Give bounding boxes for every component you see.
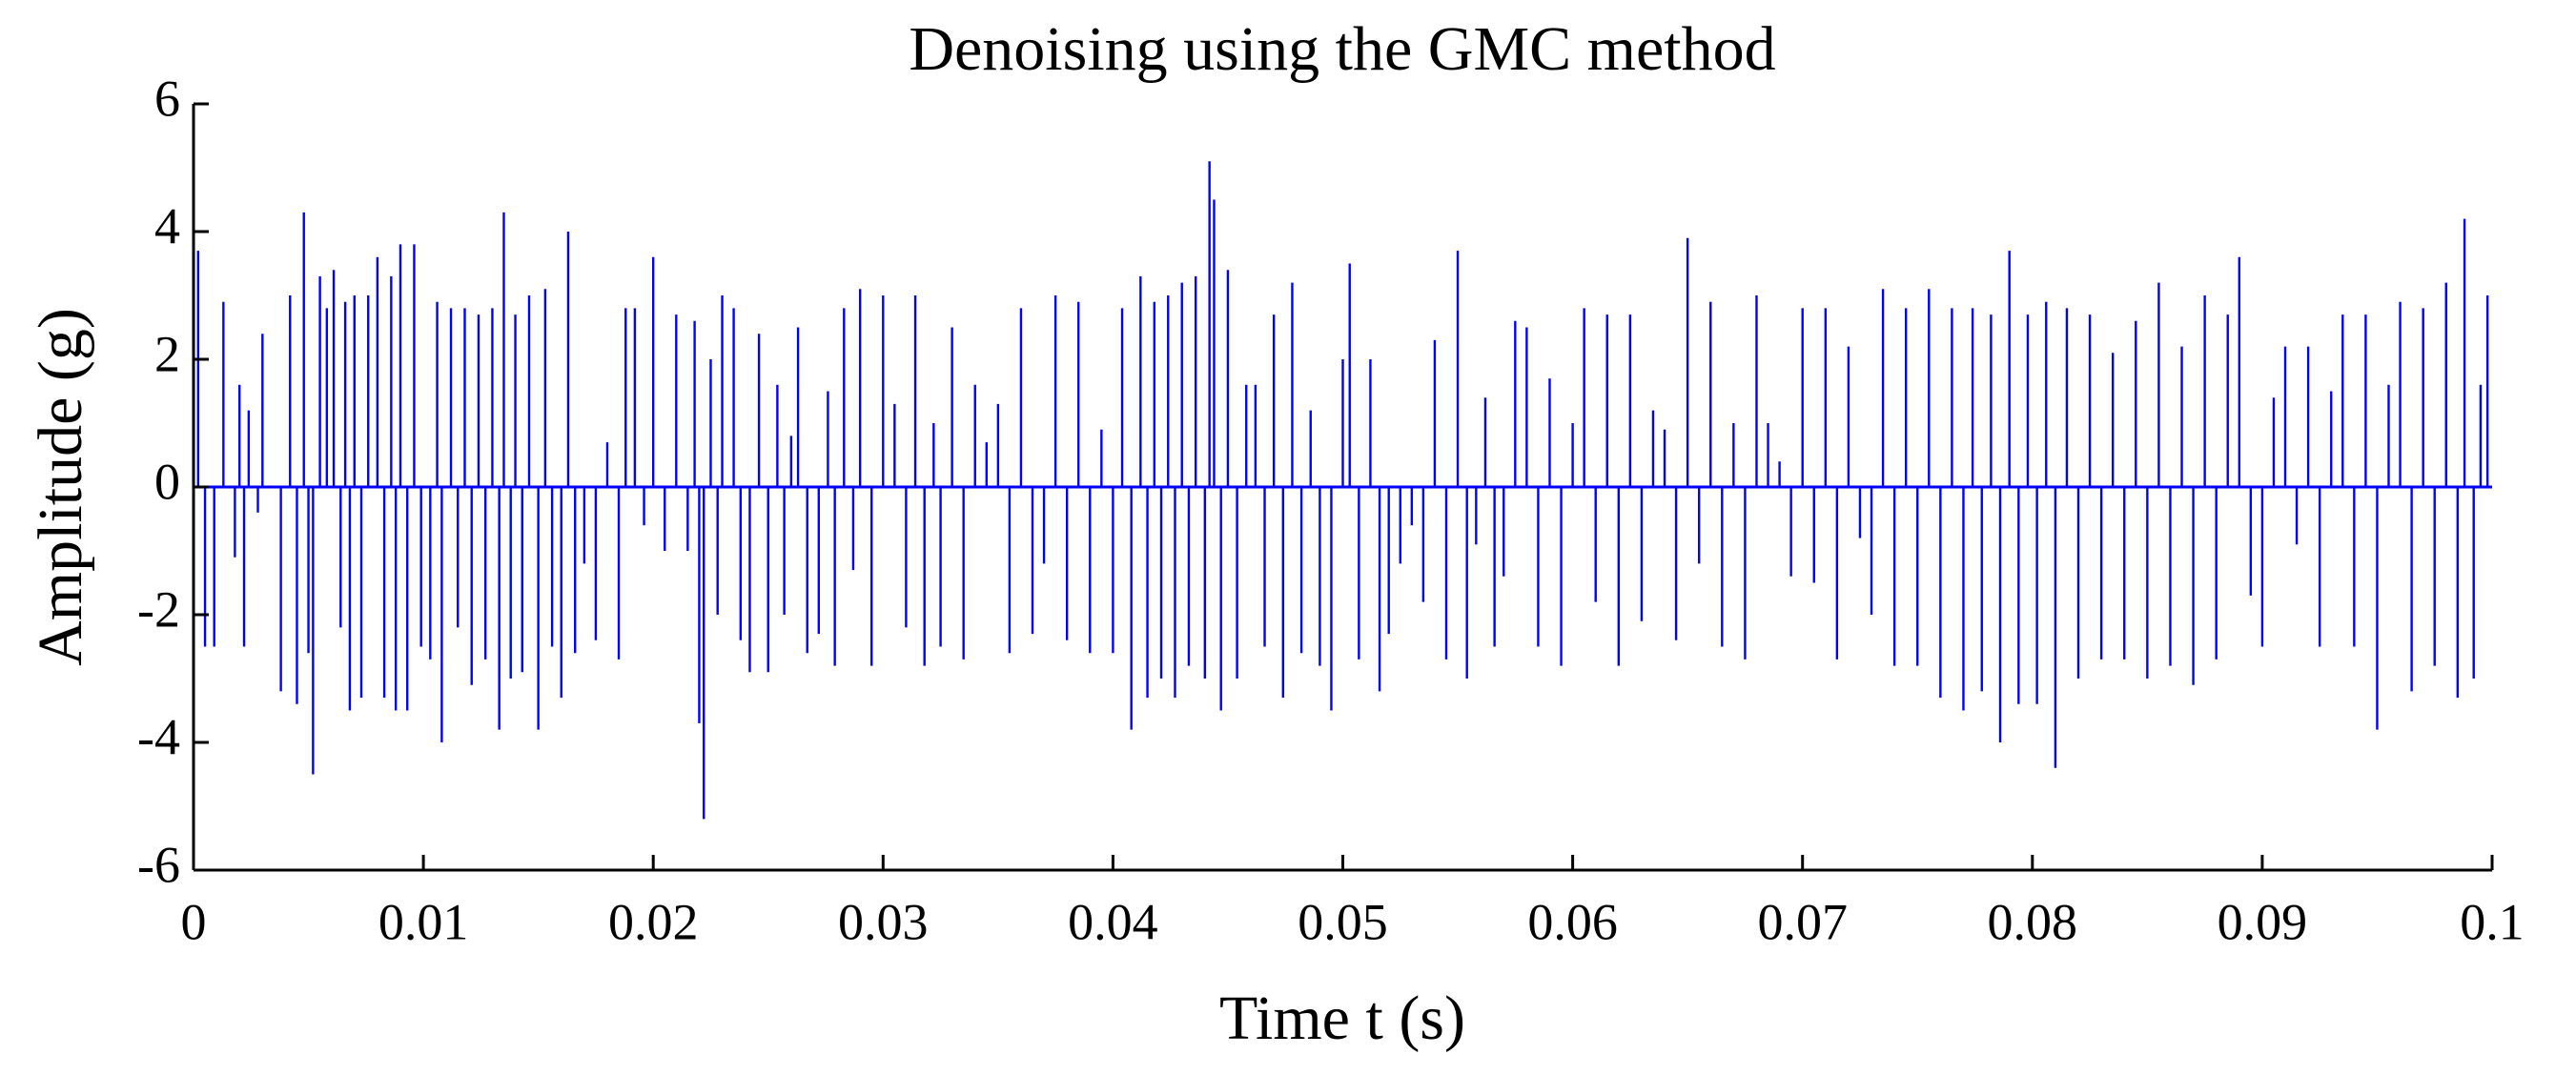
x-tick-label: 0 xyxy=(181,893,207,950)
y-tick-label: 4 xyxy=(154,197,180,254)
y-tick-label: 0 xyxy=(154,453,180,510)
chart-title: Denoising using the GMC method xyxy=(909,14,1775,84)
x-tick-label: 0.03 xyxy=(838,893,929,950)
y-tick-label: -4 xyxy=(137,708,180,765)
x-tick-label: 0.06 xyxy=(1527,893,1618,950)
x-tick-label: 0.07 xyxy=(1757,893,1848,950)
y-tick-label: 6 xyxy=(154,70,180,127)
x-tick-label: 0.08 xyxy=(1988,893,2078,950)
x-tick-label: 0.1 xyxy=(2460,893,2525,950)
y-tick-label: 2 xyxy=(154,325,180,382)
x-tick-label: 0.05 xyxy=(1298,893,1388,950)
x-tick-label: 0.09 xyxy=(2218,893,2308,950)
y-axis-label: Amplitude (g) xyxy=(26,308,95,666)
y-tick-label: -6 xyxy=(137,836,180,893)
x-axis-label: Time t (s) xyxy=(1219,984,1465,1053)
x-tick-label: 0.04 xyxy=(1068,893,1158,950)
x-tick-label: 0.02 xyxy=(608,893,699,950)
y-tick-label: -2 xyxy=(137,580,180,638)
x-tick-label: 0.01 xyxy=(378,893,469,950)
